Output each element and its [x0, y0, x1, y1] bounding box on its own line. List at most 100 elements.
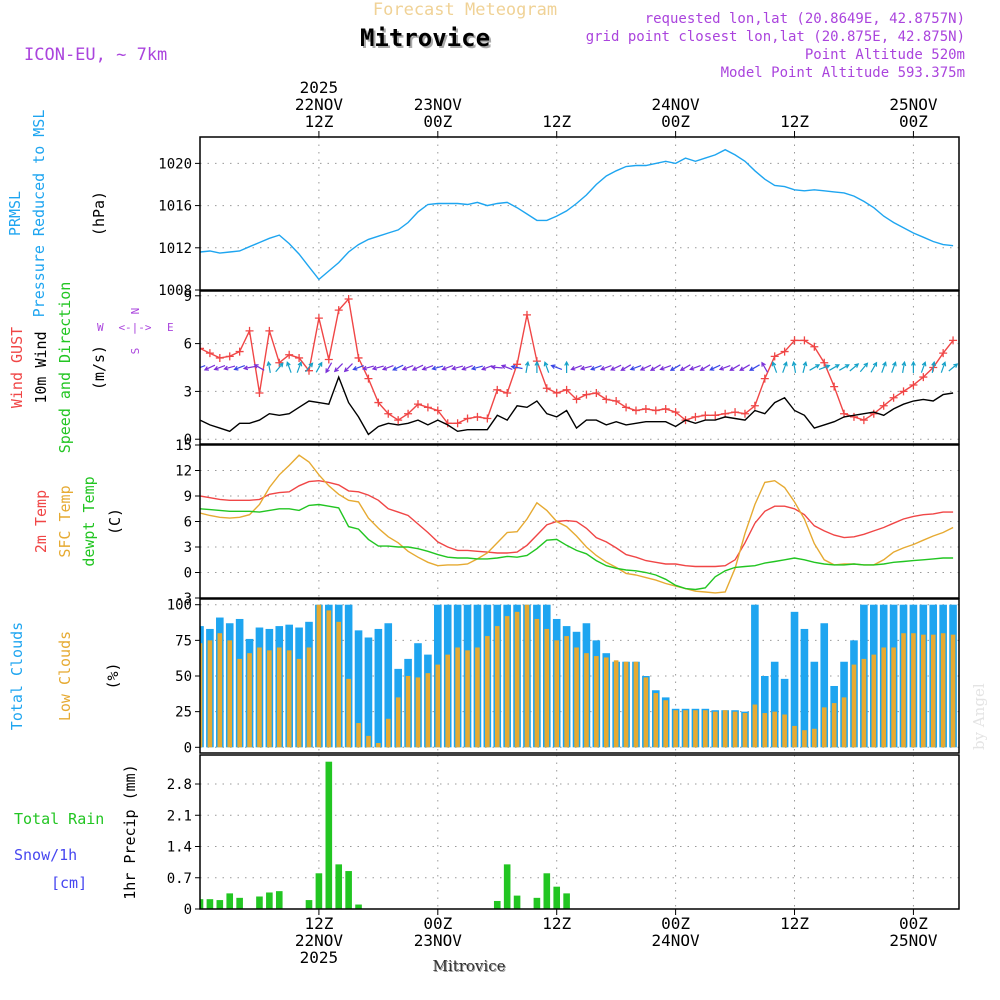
- wind-direction-arrow: [534, 360, 540, 373]
- bar-low-clouds: [623, 661, 629, 748]
- wind-direction-arrow: [233, 365, 246, 371]
- bar-low-clouds: [772, 711, 777, 748]
- bar-low-clouds: [603, 657, 609, 748]
- y-tick-label-clouds: 100: [167, 598, 192, 614]
- bar-low-clouds: [336, 621, 342, 748]
- model-altitude: Model Point Altitude 593.375m: [721, 65, 965, 81]
- y-tick-label-temperature: 9: [184, 489, 192, 505]
- wind-direction-arrow: [315, 361, 323, 373]
- bar-low-clouds: [940, 633, 946, 748]
- y-tick-label-pressure: 1020: [158, 156, 192, 172]
- gust-marker: [760, 374, 769, 383]
- gust-marker: [641, 404, 650, 413]
- gust-marker: [295, 353, 304, 362]
- bar-total-clouds: [770, 661, 779, 748]
- gust-marker: [889, 393, 898, 402]
- panel-frame: [199, 754, 960, 910]
- bar-total-rain: [513, 895, 521, 909]
- bar-total-rain: [355, 904, 362, 909]
- wind-direction-arrow: [689, 365, 701, 371]
- gust-marker: [235, 347, 244, 356]
- wind-direction-arrow: [718, 365, 731, 371]
- gust-marker: [413, 400, 422, 409]
- panel-label-precip: Total Rain: [14, 810, 104, 828]
- bar-total-clouds: [354, 630, 363, 748]
- bar-low-clouds: [752, 704, 758, 748]
- wind-direction-arrow: [599, 365, 612, 371]
- wind-direction-arrow: [901, 360, 907, 374]
- wind-direction-arrow: [305, 362, 314, 373]
- wind-direction-arrow: [333, 363, 344, 373]
- wind-direction-arrow: [791, 360, 797, 374]
- wind-direction-arrow: [802, 360, 808, 373]
- y-tick-label-pressure: 1008: [158, 283, 192, 299]
- bar-low-clouds: [861, 658, 867, 748]
- bar-low-clouds: [376, 743, 381, 748]
- gust-marker: [740, 409, 749, 418]
- bar-low-clouds: [663, 700, 669, 748]
- panel-label-pressure: PRMSL: [6, 191, 24, 236]
- wind-direction-arrow: [570, 365, 582, 371]
- bar-total-clouds: [800, 628, 809, 748]
- wind-direction-arrow: [920, 361, 927, 373]
- gust-marker: [572, 395, 581, 404]
- wind-direction-arrow: [242, 365, 256, 371]
- bar-low-clouds: [792, 725, 797, 748]
- bar-low-clouds: [504, 616, 510, 748]
- panel-pressure: 1008 1012 1016 1020: [158, 136, 960, 299]
- bar-low-clouds: [316, 604, 322, 748]
- gust-marker: [404, 409, 413, 418]
- panel-label-wind: Speed and Direction: [56, 282, 74, 454]
- panel-unit-wind: (m/s): [90, 345, 108, 390]
- bar-low-clouds: [247, 653, 252, 748]
- bar-total-clouds: [810, 661, 819, 748]
- wind-direction-arrow: [931, 360, 937, 374]
- bar-total-rain: [266, 892, 273, 909]
- series-line-prmsl: [200, 148, 954, 281]
- y-tick-label-precip: 0.7: [167, 871, 192, 887]
- bar-low-clouds: [722, 710, 728, 748]
- wind-direction-arrow: [361, 365, 374, 371]
- bar-low-clouds: [812, 728, 817, 748]
- bar-total-rain: [503, 864, 511, 909]
- gust-marker: [701, 411, 710, 420]
- bar-low-clouds: [821, 707, 827, 748]
- panel-frame: [199, 136, 960, 291]
- wind-direction-arrow: [296, 361, 303, 373]
- bar-low-clouds: [584, 653, 589, 748]
- wind-direction-arrow: [352, 365, 364, 371]
- gust-marker: [205, 349, 214, 358]
- wind-direction-arrow: [461, 365, 473, 371]
- wind-direction-arrow: [709, 364, 721, 371]
- bar-low-clouds: [405, 676, 411, 748]
- wind-direction-arrow: [286, 361, 292, 373]
- footer: Mitrovice Mitrovice by Angel: [433, 683, 988, 976]
- bar-low-clouds: [286, 650, 292, 748]
- compass-south: S: [129, 348, 142, 355]
- bar-low-clouds: [326, 610, 332, 748]
- bar-low-clouds: [475, 647, 480, 748]
- bottom-time-label: 22NOV: [295, 931, 344, 950]
- y-tick-label-clouds: 75: [175, 633, 192, 649]
- bar-low-clouds: [227, 640, 233, 748]
- bar-low-clouds: [802, 730, 807, 748]
- wind-direction-arrow: [543, 361, 550, 373]
- bottom-time-label: 24NOV: [652, 931, 701, 950]
- wind-direction-arrow: [510, 364, 523, 370]
- bar-total-rain: [216, 900, 224, 909]
- top-time-label: 12Z: [542, 112, 571, 131]
- bar-total-clouds: [384, 623, 393, 748]
- wind-direction-arrow: [431, 365, 444, 371]
- gust-marker: [661, 404, 670, 413]
- wind-direction-arrow: [859, 362, 869, 373]
- bottom-time-label: 00Z: [423, 914, 452, 933]
- grid-point-coords: grid point closest lon,lat (20.875E, 42.…: [586, 29, 965, 45]
- gust-marker: [602, 395, 611, 404]
- bar-low-clouds: [881, 647, 886, 748]
- header: Forecast Meteogram Mitrovice Mitrovice I…: [24, 0, 965, 81]
- gust-marker: [473, 412, 482, 421]
- gust-marker: [265, 326, 274, 335]
- top-time-label: 00Z: [661, 112, 690, 131]
- bar-low-clouds: [732, 711, 738, 748]
- y-tick-label-precip: 2.8: [167, 777, 192, 793]
